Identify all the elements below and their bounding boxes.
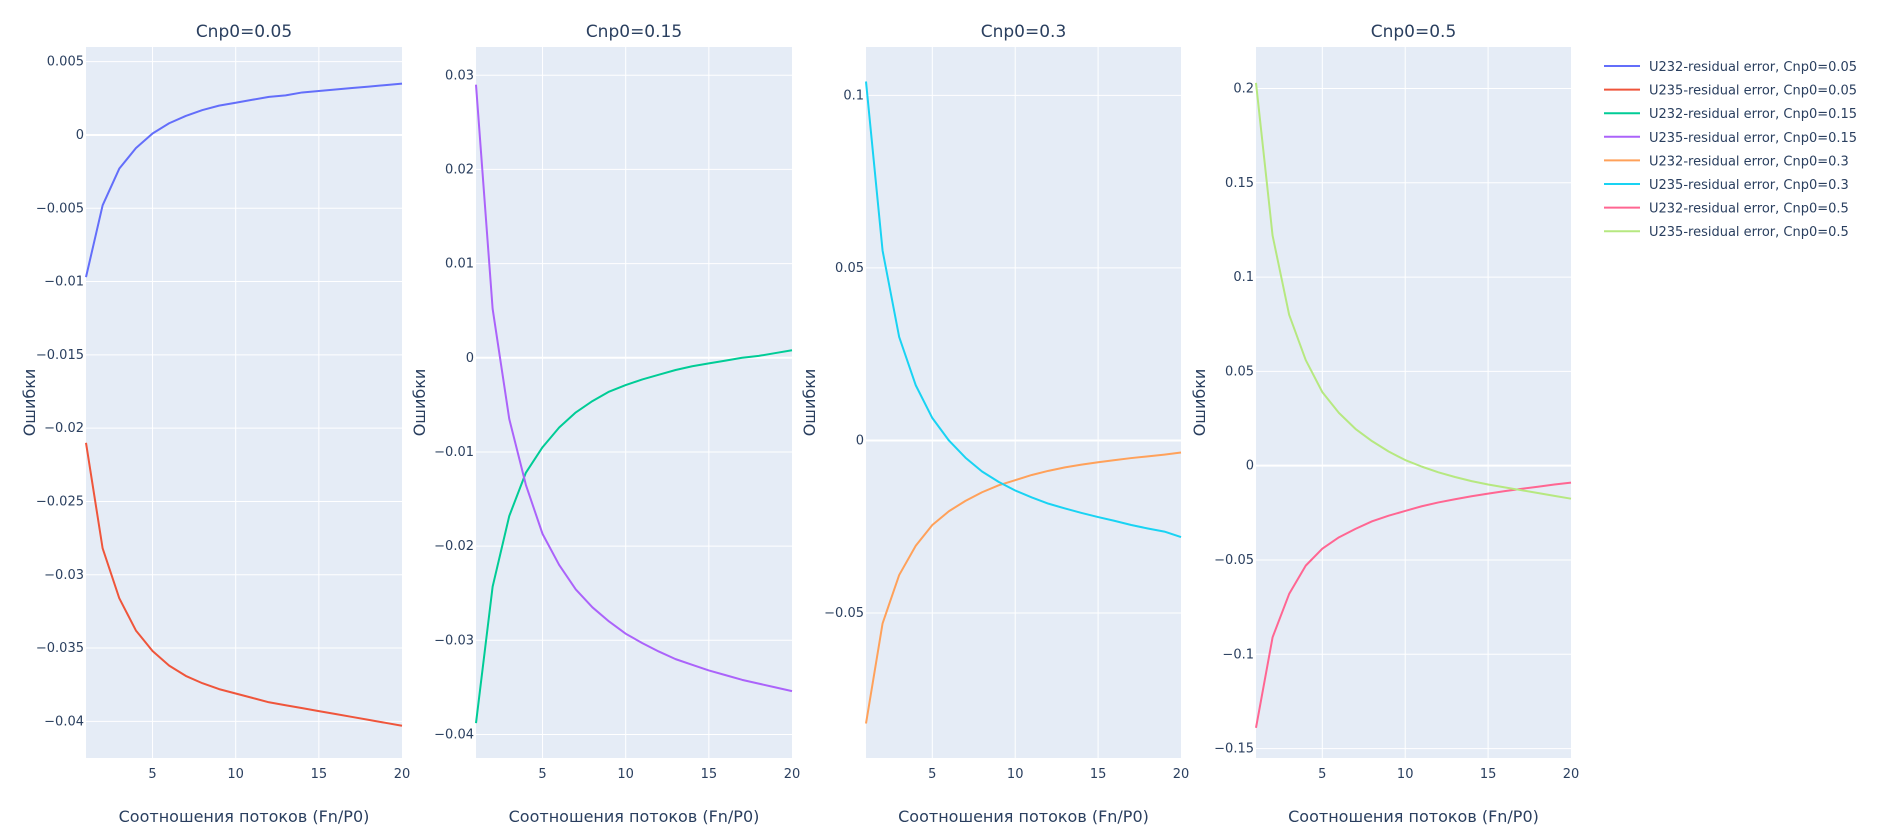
- y-tick-label: 0.005: [47, 55, 84, 70]
- y-tick-label: −0.04: [434, 727, 474, 742]
- x-tick-label: 10: [1397, 767, 1414, 782]
- x-axis-title: Соотношения потоков (Fn/P0): [509, 807, 760, 826]
- y-tick-label: 0.1: [843, 88, 864, 103]
- series-line: [865, 81, 1182, 539]
- series-line: [85, 82, 403, 278]
- x-tick-label: 15: [701, 767, 718, 782]
- series-line: [475, 84, 793, 693]
- legend-item: U232-residual error, Cnp0=0.05: [1604, 60, 1857, 75]
- x-tick-label: 5: [928, 767, 936, 782]
- legend-label: U235-residual error, Cnp0=0.5: [1649, 225, 1849, 240]
- legend-item: U235-residual error, Cnp0=0.15: [1604, 131, 1857, 146]
- subplot-title: Cnp0=0.3: [981, 22, 1067, 42]
- y-tick-label: −0.01: [434, 445, 474, 460]
- y-tick-label: 0.05: [1225, 364, 1254, 379]
- legend-label: U232-residual error, Cnp0=0.3: [1649, 154, 1849, 169]
- y-tick-label: −0.03: [44, 568, 84, 583]
- legend-item: U235-residual error, Cnp0=0.05: [1604, 84, 1857, 99]
- plot-area: [476, 47, 792, 758]
- subplot-4: 5 10 15 20 0.2 0.15 0.1 0.05 0 −0.05 −0.1 −0.15 Cnp0…: [1190, 22, 1579, 826]
- y-tick-label: −0.03: [434, 633, 474, 648]
- y-tick-label: −0.05: [824, 606, 864, 621]
- y-tick-label: 0: [76, 128, 84, 143]
- y-tick-label: −0.1: [1222, 647, 1254, 662]
- x-tick-label: 15: [1090, 767, 1107, 782]
- legend-label: U232-residual error, Cnp0=0.05: [1649, 60, 1857, 75]
- y-tick-label: −0.01: [44, 275, 84, 290]
- y-tick-label: −0.15: [1214, 742, 1254, 757]
- legend-label: U235-residual error, Cnp0=0.05: [1649, 84, 1857, 99]
- x-tick-label: 20: [1563, 767, 1580, 782]
- subplot-3: 5 10 15 20 0.1 0.05 0 −0.05 Cnp0=0.3 Соотношения …: [800, 22, 1189, 826]
- y-tick-label: 0.01: [445, 257, 474, 272]
- x-tick-label: 10: [227, 767, 244, 782]
- y-tick-label: −0.02: [434, 539, 474, 554]
- y-tick-label: −0.025: [36, 494, 84, 509]
- subplot-1: 5 10 15 20 0.005 0 −0.005 −0.01 −0.015 −0.02 −0.02…: [20, 22, 410, 826]
- legend-label: U235-residual error, Cnp0=0.3: [1649, 178, 1849, 193]
- y-tick-label: 0.1: [1233, 270, 1254, 285]
- legend-item: U235-residual error, Cnp0=0.3: [1604, 178, 1849, 193]
- y-axis-title: Ошибки: [1190, 369, 1209, 437]
- subplot-title: Cnp0=0.15: [586, 22, 682, 42]
- plot-area: [1256, 47, 1571, 758]
- y-tick-label: 0.15: [1225, 176, 1254, 191]
- series-line: [1255, 82, 1572, 500]
- x-axis-title: Соотношения потоков (Fn/P0): [898, 807, 1149, 826]
- subplot-2: 5 10 15 20 0.03 0.02 0.01 0 −0.01 −0.02 −0.03 −0.04…: [410, 22, 800, 826]
- subplot-title: Cnp0=0.5: [1371, 22, 1457, 42]
- y-tick-label: 0.2: [1233, 81, 1254, 96]
- y-tick-label: −0.05: [1214, 553, 1254, 568]
- x-axis-title: Соотношения потоков (Fn/P0): [1288, 807, 1539, 826]
- y-axis-title: Ошибки: [800, 369, 819, 437]
- y-axis-title: Ошибки: [20, 369, 39, 437]
- y-tick-label: −0.015: [36, 348, 84, 363]
- x-tick-label: 20: [784, 767, 801, 782]
- legend-item: U232-residual error, Cnp0=0.3: [1604, 154, 1849, 169]
- y-tick-label: 0.05: [835, 261, 864, 276]
- y-tick-label: −0.02: [44, 421, 84, 436]
- legend-label: U232-residual error, Cnp0=0.5: [1649, 202, 1849, 217]
- legend-item: U235-residual error, Cnp0=0.5: [1604, 225, 1849, 240]
- subplot-title: Cnp0=0.05: [196, 22, 292, 42]
- y-tick-label: −0.035: [36, 641, 84, 656]
- plot-area: [86, 47, 402, 758]
- y-tick-label: 0: [856, 433, 864, 448]
- x-tick-label: 5: [1318, 767, 1326, 782]
- y-tick-label: 0: [1246, 459, 1254, 474]
- x-tick-label: 15: [1480, 767, 1497, 782]
- x-tick-label: 5: [538, 767, 546, 782]
- x-axis-title: Соотношения потоков (Fn/P0): [119, 807, 370, 826]
- y-tick-label: 0: [466, 351, 474, 366]
- y-tick-label: 0.03: [445, 68, 474, 83]
- x-tick-label: 10: [1007, 767, 1024, 782]
- y-tick-label: −0.04: [44, 714, 84, 729]
- legend-label: U235-residual error, Cnp0=0.15: [1649, 131, 1857, 146]
- y-tick-label: 0.02: [445, 162, 474, 177]
- legend-label: U232-residual error, Cnp0=0.15: [1649, 107, 1857, 122]
- y-tick-label: −0.005: [36, 201, 84, 216]
- legend-item: U232-residual error, Cnp0=0.15: [1604, 107, 1857, 122]
- series-line: [85, 442, 403, 727]
- legend-item: U232-residual error, Cnp0=0.5: [1604, 202, 1849, 217]
- plot-area: [866, 47, 1181, 758]
- x-tick-label: 20: [1173, 767, 1190, 782]
- x-tick-label: 20: [394, 767, 411, 782]
- y-axis-title: Ошибки: [410, 369, 429, 437]
- legend: U232-residual error, Cnp0=0.05 U235-resid…: [1604, 60, 1857, 240]
- x-tick-label: 10: [617, 767, 634, 782]
- x-tick-label: 15: [311, 767, 328, 782]
- series-line: [865, 451, 1182, 724]
- series-line: [475, 349, 793, 724]
- x-tick-label: 5: [148, 767, 156, 782]
